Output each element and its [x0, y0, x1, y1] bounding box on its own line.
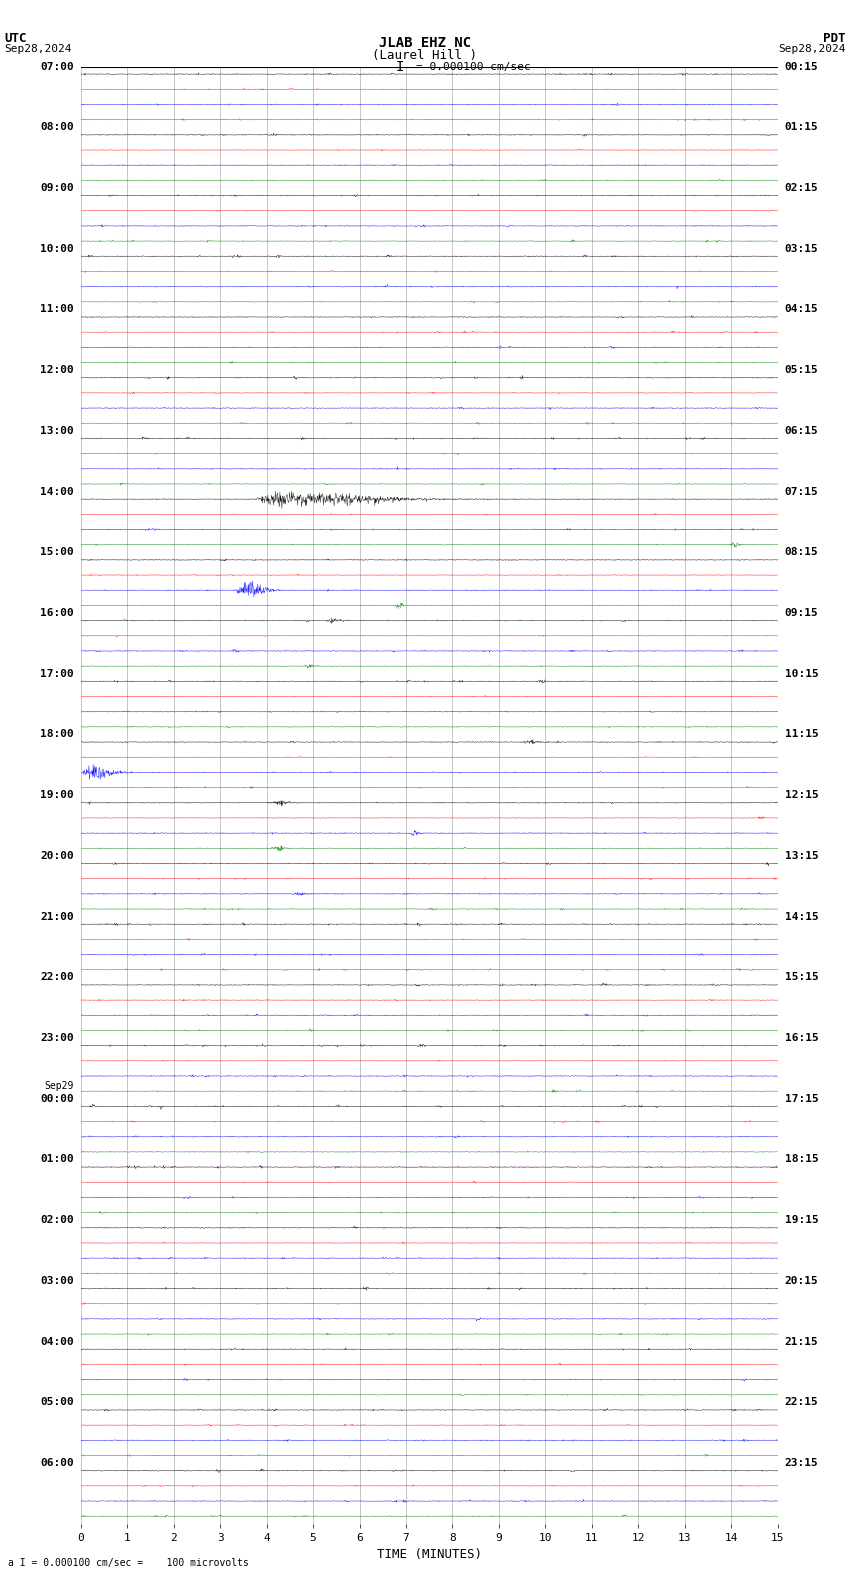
- Text: 18:15: 18:15: [785, 1155, 819, 1164]
- Text: Sep28,2024: Sep28,2024: [779, 44, 846, 54]
- Text: 19:15: 19:15: [785, 1215, 819, 1224]
- Text: Sep29: Sep29: [44, 1082, 74, 1091]
- Text: 16:00: 16:00: [40, 608, 74, 618]
- Text: = 0.000100 cm/sec: = 0.000100 cm/sec: [416, 62, 531, 71]
- Text: 11:00: 11:00: [40, 304, 74, 314]
- Text: 07:15: 07:15: [785, 486, 819, 496]
- Text: 14:00: 14:00: [40, 486, 74, 496]
- Text: 12:15: 12:15: [785, 790, 819, 800]
- Text: 02:00: 02:00: [40, 1215, 74, 1224]
- Text: 04:15: 04:15: [785, 304, 819, 314]
- Text: PDT: PDT: [824, 32, 846, 44]
- Text: 18:00: 18:00: [40, 730, 74, 740]
- Text: 23:15: 23:15: [785, 1459, 819, 1468]
- Text: 06:15: 06:15: [785, 426, 819, 436]
- Text: 21:15: 21:15: [785, 1337, 819, 1346]
- Text: 22:00: 22:00: [40, 973, 74, 982]
- Text: I: I: [395, 60, 404, 74]
- Text: 09:00: 09:00: [40, 184, 74, 193]
- Text: 05:00: 05:00: [40, 1397, 74, 1407]
- Text: 15:15: 15:15: [785, 973, 819, 982]
- Text: 00:00: 00:00: [40, 1095, 74, 1104]
- Text: 20:00: 20:00: [40, 851, 74, 860]
- Text: UTC: UTC: [4, 32, 26, 44]
- Text: JLAB EHZ NC: JLAB EHZ NC: [379, 36, 471, 51]
- Text: a I = 0.000100 cm/sec =    100 microvolts: a I = 0.000100 cm/sec = 100 microvolts: [8, 1559, 249, 1568]
- Text: 08:15: 08:15: [785, 548, 819, 558]
- Text: 10:00: 10:00: [40, 244, 74, 253]
- Text: 03:15: 03:15: [785, 244, 819, 253]
- Text: Sep28,2024: Sep28,2024: [4, 44, 71, 54]
- Text: 04:00: 04:00: [40, 1337, 74, 1346]
- Text: 13:00: 13:00: [40, 426, 74, 436]
- Text: 17:00: 17:00: [40, 668, 74, 678]
- Text: 01:00: 01:00: [40, 1155, 74, 1164]
- Text: 23:00: 23:00: [40, 1033, 74, 1042]
- Text: 22:15: 22:15: [785, 1397, 819, 1407]
- Text: 03:00: 03:00: [40, 1277, 74, 1286]
- X-axis label: TIME (MINUTES): TIME (MINUTES): [377, 1549, 482, 1562]
- Text: 14:15: 14:15: [785, 912, 819, 922]
- Text: 10:15: 10:15: [785, 668, 819, 678]
- Text: 08:00: 08:00: [40, 122, 74, 131]
- Text: 02:15: 02:15: [785, 184, 819, 193]
- Text: 05:15: 05:15: [785, 366, 819, 375]
- Text: 20:15: 20:15: [785, 1277, 819, 1286]
- Text: 21:00: 21:00: [40, 912, 74, 922]
- Text: 09:15: 09:15: [785, 608, 819, 618]
- Text: 06:00: 06:00: [40, 1459, 74, 1468]
- Text: 00:15: 00:15: [785, 62, 819, 71]
- Text: 13:15: 13:15: [785, 851, 819, 860]
- Text: 15:00: 15:00: [40, 548, 74, 558]
- Text: 01:15: 01:15: [785, 122, 819, 131]
- Text: 07:00: 07:00: [40, 62, 74, 71]
- Text: 12:00: 12:00: [40, 366, 74, 375]
- Text: 17:15: 17:15: [785, 1095, 819, 1104]
- Text: 16:15: 16:15: [785, 1033, 819, 1042]
- Text: (Laurel Hill ): (Laurel Hill ): [372, 49, 478, 62]
- Text: 19:00: 19:00: [40, 790, 74, 800]
- Text: 11:15: 11:15: [785, 730, 819, 740]
